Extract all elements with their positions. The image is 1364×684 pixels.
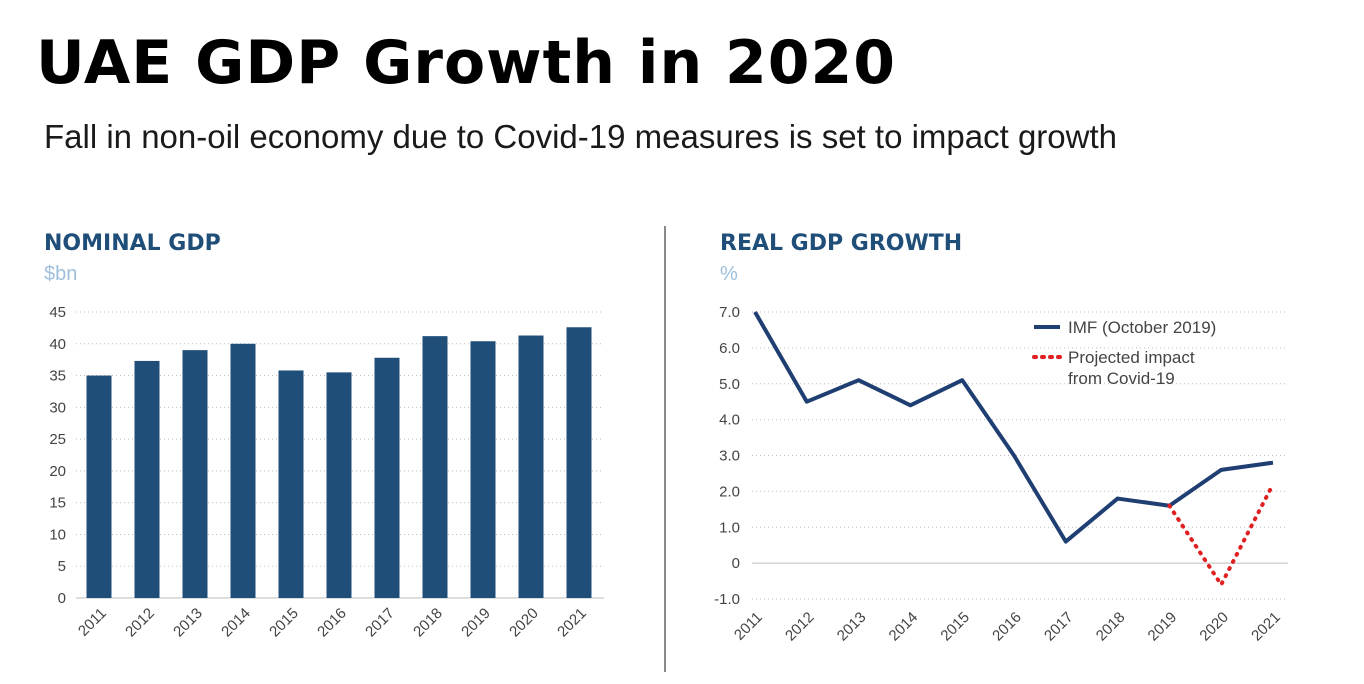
line-y-tick-label: 5.0 (719, 376, 740, 393)
line-x-tick-label: 2016 (989, 609, 1025, 645)
line-y-tick-label: 3.0 (719, 448, 740, 465)
line-x-tick-label: 2014 (886, 609, 922, 645)
line-y-tick-label: 2.0 (719, 483, 740, 500)
bar-y-tick-label: 5 (58, 558, 66, 575)
bar-x-axis: 2011 2012 2013 2014 2015 2016 2017 2018 2019 2020… (75, 605, 590, 641)
bar-2017 (374, 357, 400, 598)
real-gdp-growth-chart: REAL GDP GROWTH % -1.0 0 1.0 2.0 3.0 4.0 5.0 6.… (714, 231, 1288, 644)
line-x-tick-label: 2015 (937, 609, 973, 645)
bar-y-tick-label: 10 (49, 526, 66, 543)
bar-x-tick-label: 2018 (410, 605, 446, 641)
line-x-tick-label: 2011 (731, 609, 766, 644)
bar-2018 (422, 336, 448, 598)
bar-x-tick-label: 2020 (506, 605, 542, 641)
bar-x-tick-label: 2012 (122, 605, 158, 641)
legend-label-projected-line: Projected impact (1068, 348, 1195, 367)
line-x-axis: 2011 2012 2013 2014 2015 2016 2017 2018 2019 2020… (731, 609, 1284, 645)
bar-y-tick-label: 20 (49, 463, 66, 480)
page-subtitle: Fall in non-oil economy due to Covid-19 … (44, 118, 1117, 155)
bar-x-tick-label: 2017 (362, 605, 398, 641)
nominal-gdp-title: NOMINAL GDP (44, 231, 221, 256)
bar-2011 (86, 375, 112, 598)
series-imf-line (753, 310, 1274, 544)
bar-2016 (326, 372, 352, 598)
bar-x-tick-label: 2016 (314, 605, 350, 641)
line-legend: IMF (October 2019) Projected impact from … (1032, 318, 1216, 388)
nominal-gdp-unit: $bn (44, 263, 77, 285)
legend-label-imf: IMF (October 2019) (1068, 318, 1216, 337)
line-y-tick-label: 0 (732, 555, 740, 572)
line-x-tick-label: 2012 (782, 609, 818, 645)
bar-2020 (518, 335, 544, 598)
line-series (753, 310, 1275, 587)
bar-y-tick-label: 40 (49, 336, 66, 353)
legend-label-projected-line: from Covid-19 (1068, 369, 1175, 388)
bar-y-axis: 0 5 10 15 20 25 30 35 40 45 (49, 304, 66, 607)
real-gdp-title: REAL GDP GROWTH (720, 231, 962, 256)
bar-y-tick-label: 45 (49, 304, 66, 321)
bar-x-tick-label: 2011 (75, 605, 110, 640)
bar-x-tick-label: 2013 (170, 605, 206, 641)
bar-y-tick-label: 0 (58, 590, 66, 607)
bar-2013 (182, 350, 208, 598)
page-title: UAE GDP Growth in 2020 (36, 28, 897, 98)
line-y-tick-label: 4.0 (719, 412, 740, 429)
line-y-tick-label: -1.0 (714, 591, 740, 608)
line-gridlines (752, 311, 1288, 600)
legend-label-projected: Projected impact from Covid-19 (1068, 348, 1195, 388)
bar-x-tick-label: 2019 (458, 605, 494, 641)
bar-series (86, 327, 592, 598)
bar-2015 (278, 370, 304, 598)
bar-x-tick-label: 2015 (266, 605, 302, 641)
line-x-tick-label: 2021 (1248, 609, 1284, 645)
series-projected-line (1167, 482, 1275, 587)
bar-2019 (470, 341, 496, 598)
bar-y-tick-label: 35 (49, 368, 66, 385)
bar-x-tick-label: 2014 (218, 605, 254, 641)
line-x-tick-label: 2018 (1093, 609, 1129, 645)
line-x-tick-label: 2017 (1041, 609, 1077, 645)
line-y-tick-label: 1.0 (719, 519, 740, 536)
bar-2014 (230, 343, 256, 598)
bar-y-tick-label: 15 (49, 495, 66, 512)
line-x-tick-label: 2013 (834, 609, 870, 645)
line-y-tick-label: 7.0 (719, 304, 740, 321)
panel-divider (664, 226, 666, 672)
line-y-tick-label: 6.0 (719, 340, 740, 357)
bar-x-tick-label: 2021 (554, 605, 590, 641)
bar-2021 (566, 327, 592, 598)
line-y-axis: -1.0 0 1.0 2.0 3.0 4.0 5.0 6.0 7.0 (714, 304, 740, 608)
line-x-tick-label: 2019 (1145, 609, 1181, 645)
line-x-tick-label: 2020 (1196, 609, 1232, 645)
bar-2012 (134, 360, 160, 598)
bar-y-tick-label: 30 (49, 399, 66, 416)
bar-y-tick-label: 25 (49, 431, 66, 448)
real-gdp-unit: % (720, 263, 738, 285)
